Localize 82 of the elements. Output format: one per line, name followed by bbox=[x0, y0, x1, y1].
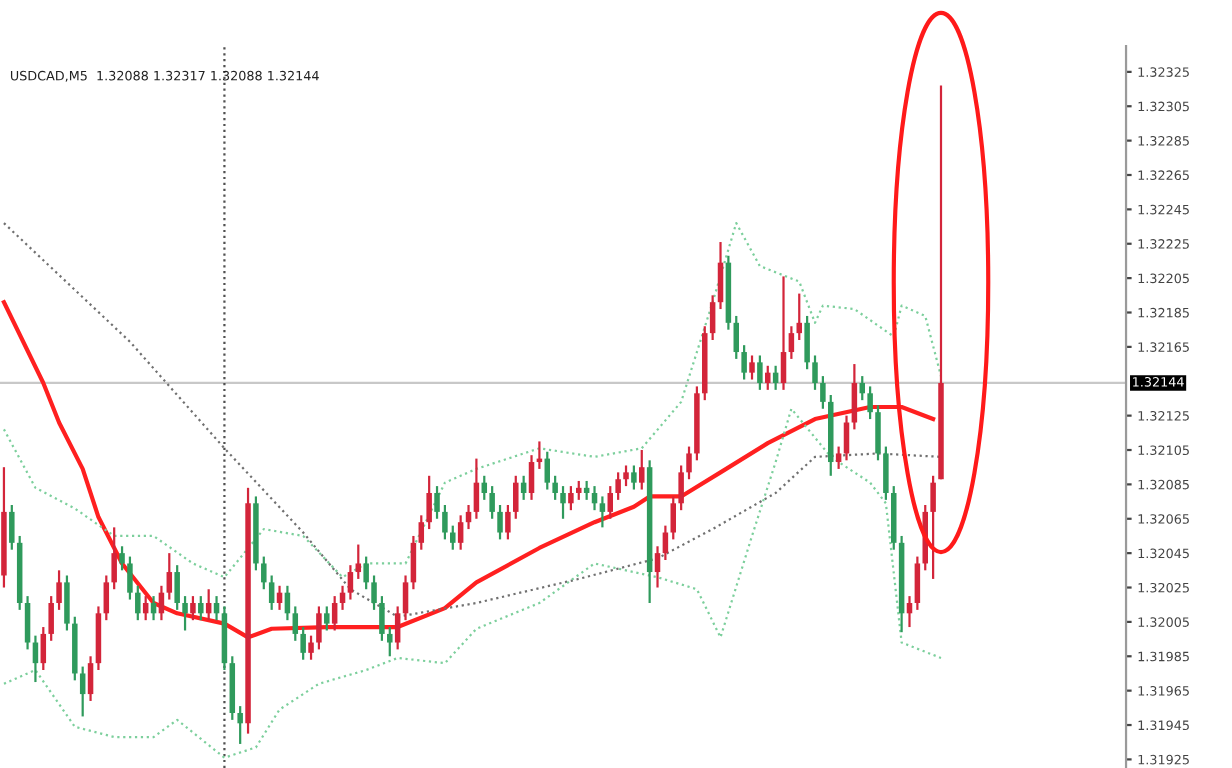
candlestick bbox=[292, 605, 299, 642]
candlestick bbox=[119, 545, 125, 572]
candlestick bbox=[442, 503, 448, 541]
candlestick bbox=[355, 543, 362, 581]
candlestick bbox=[24, 595, 31, 651]
candlestick bbox=[347, 564, 354, 601]
candlestick bbox=[174, 564, 180, 611]
candlestick bbox=[749, 354, 755, 381]
candlestick bbox=[670, 495, 677, 541]
candlestick bbox=[418, 514, 425, 551]
candlestick bbox=[87, 655, 94, 703]
candlestick bbox=[883, 445, 889, 501]
candlestick bbox=[40, 625, 47, 672]
candlestick bbox=[127, 555, 133, 601]
candlestick bbox=[371, 574, 377, 611]
candlestick bbox=[505, 503, 511, 541]
candlestick bbox=[56, 569, 62, 611]
candlestick bbox=[560, 485, 566, 520]
candlestick bbox=[308, 634, 314, 661]
candlestick bbox=[331, 595, 338, 632]
candlestick bbox=[103, 574, 110, 622]
candlestick bbox=[867, 385, 873, 421]
candlestick bbox=[9, 503, 15, 551]
candlestick bbox=[450, 524, 456, 551]
candlestick bbox=[733, 314, 740, 361]
candlestick bbox=[363, 555, 369, 591]
candlestick bbox=[182, 595, 188, 632]
candlestick bbox=[568, 485, 574, 512]
candlestick bbox=[316, 605, 322, 651]
candlestick bbox=[190, 595, 196, 622]
candlestick bbox=[135, 584, 141, 622]
candlestick bbox=[528, 454, 535, 501]
candlestick bbox=[678, 464, 684, 512]
candlestick bbox=[268, 574, 275, 611]
candlestick bbox=[875, 404, 881, 462]
candlestick bbox=[757, 354, 763, 391]
candlestick bbox=[324, 605, 330, 632]
candlestick bbox=[930, 474, 936, 581]
candlestick bbox=[615, 471, 621, 501]
candlestick bbox=[686, 445, 692, 481]
candlestick bbox=[300, 625, 306, 661]
candlestick bbox=[552, 474, 558, 501]
candlestick bbox=[198, 595, 204, 622]
candlestick bbox=[804, 314, 810, 371]
candlestick bbox=[64, 574, 70, 632]
candlestick bbox=[387, 625, 393, 658]
candlestick bbox=[709, 294, 716, 342]
candlestick bbox=[788, 325, 795, 361]
candlestick bbox=[607, 485, 614, 520]
candlestick bbox=[166, 552, 173, 601]
candlestick bbox=[379, 595, 385, 642]
candlestick bbox=[654, 545, 661, 589]
candlestick bbox=[261, 555, 267, 591]
candlestick bbox=[851, 362, 858, 431]
candlestick bbox=[434, 485, 440, 520]
candlestick bbox=[544, 450, 551, 491]
candlestick bbox=[631, 464, 637, 491]
candlestick bbox=[426, 474, 432, 531]
candlestick bbox=[859, 374, 866, 402]
candlestick bbox=[576, 479, 582, 501]
candlestick bbox=[812, 354, 818, 391]
candlestick bbox=[402, 574, 409, 622]
candlestick bbox=[780, 275, 787, 391]
candlestick bbox=[623, 464, 629, 488]
candlestick bbox=[457, 514, 464, 551]
candlestick bbox=[473, 457, 480, 520]
candlestick bbox=[237, 705, 243, 746]
candlestick bbox=[48, 595, 54, 642]
candlestick bbox=[741, 344, 747, 381]
candlestick bbox=[111, 526, 117, 591]
line-series bbox=[2, 407, 943, 759]
candlestick bbox=[394, 605, 401, 651]
candlestick bbox=[639, 448, 645, 491]
candlestick bbox=[820, 374, 826, 410]
candlestick bbox=[914, 555, 921, 611]
candlestick bbox=[513, 474, 519, 520]
candlestick bbox=[497, 503, 503, 541]
candlestick bbox=[765, 364, 771, 391]
candlestick bbox=[599, 495, 606, 529]
candlestick bbox=[835, 445, 842, 471]
candlestick bbox=[489, 485, 495, 520]
candlestick bbox=[79, 665, 86, 718]
